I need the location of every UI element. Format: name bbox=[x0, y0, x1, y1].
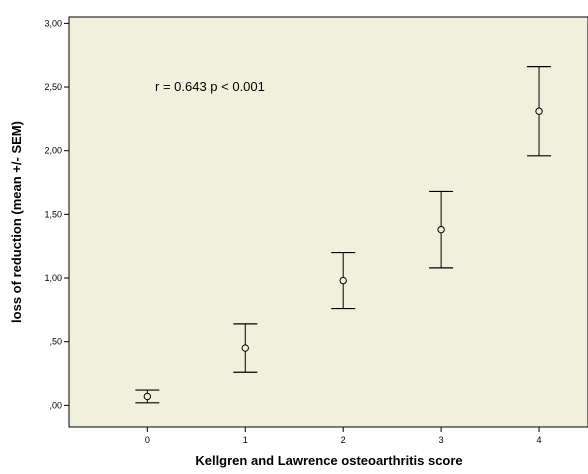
error-bar-series bbox=[135, 66, 552, 404]
mean-point bbox=[339, 276, 347, 285]
y-tick-label: 1,00 bbox=[44, 273, 62, 283]
y-tick-label: 2,00 bbox=[44, 146, 62, 156]
x-tick-label: 1 bbox=[243, 435, 248, 445]
mean-point bbox=[437, 225, 445, 234]
y-tick-label: 2,50 bbox=[44, 82, 62, 92]
y-tick-label: ,00 bbox=[49, 400, 62, 410]
x-tick-label: 2 bbox=[341, 435, 346, 445]
annotation-text: r = 0.643 p < 0.001 bbox=[155, 79, 265, 94]
x-axis-label: Kellgren and Lawrence osteoarthritis sco… bbox=[195, 453, 462, 468]
error-bar bbox=[331, 251, 356, 310]
x-tick-label: 0 bbox=[145, 435, 150, 445]
y-axis: ,00 ,50 1,00 1,50 2,00 2,50 3,00 bbox=[44, 18, 69, 410]
mean-point bbox=[143, 392, 152, 401]
mean-point bbox=[535, 107, 543, 115]
y-tick-label: ,50 bbox=[49, 337, 62, 347]
error-bar bbox=[233, 323, 258, 373]
error-bar bbox=[135, 389, 160, 404]
x-tick-label: 4 bbox=[537, 435, 542, 445]
y-tick-label: 3,00 bbox=[44, 18, 62, 28]
error-bar bbox=[429, 190, 454, 269]
plot-area bbox=[68, 16, 588, 428]
x-axis: 0 1 2 3 4 bbox=[145, 427, 542, 445]
mean-point bbox=[241, 344, 249, 352]
y-tick-label: 1,50 bbox=[44, 209, 62, 219]
y-axis-label: loss of reduction (mean +/- SEM) bbox=[9, 121, 24, 323]
error-bar bbox=[527, 66, 552, 157]
x-tick-label: 3 bbox=[439, 435, 444, 445]
